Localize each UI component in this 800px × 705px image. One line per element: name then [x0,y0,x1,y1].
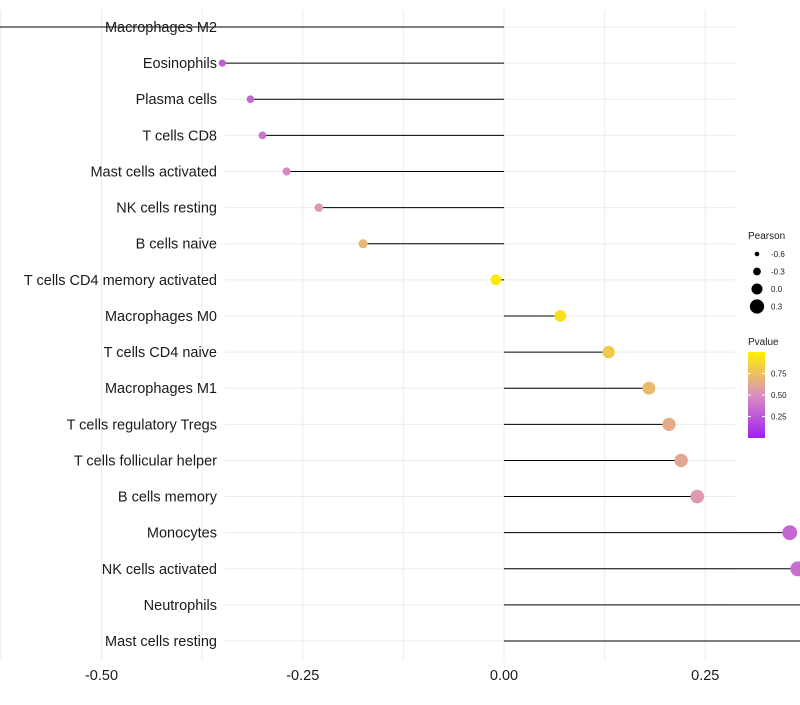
colorbar-label: 0.25 [771,413,787,422]
category-label: Neutrophils [144,598,217,614]
legend-pearson: Pearson -0.6 -0.3 0.0 0.3 [748,231,785,314]
category-label: Mast cells resting [105,634,217,650]
legend-size-label: -0.3 [771,268,785,277]
category-label: T cells CD4 naive [104,345,217,361]
category-label: NK cells activated [102,562,217,578]
lollipop-point [674,453,688,468]
lollipop-point [314,203,324,212]
category-label: Mast cells activated [90,164,217,180]
colorbar-label: 0.75 [771,370,787,379]
legend-size-dot [749,299,765,314]
lollipop-point [490,274,502,286]
lollipop-point [790,561,800,577]
lollipop-point [690,489,705,504]
category-label: T cells regulatory Tregs [67,417,217,433]
x-tick-label: -0.50 [85,668,118,684]
category-label: B cells naive [136,237,217,253]
legend-size-label: -0.6 [771,250,785,259]
legend-size-label: 0.3 [771,303,783,312]
category-label: Eosinophils [143,56,217,72]
x-tick-label: -0.25 [286,668,319,684]
legend-size-dot [751,283,763,295]
lollipop-point [782,525,798,541]
lollipop-point [602,345,615,359]
category-label: Plasma cells [136,92,217,108]
category-label: Macrophages M0 [105,309,217,325]
colorbar-label: 0.50 [771,391,787,400]
legend-pvalue: Pvalue 0.75 0.50 0.25 [748,337,787,438]
category-label: B cells memory [118,490,218,506]
segment-layer [0,26,800,642]
category-label: T cells CD8 [142,128,217,144]
legend-size-dot [754,251,760,257]
category-label: NK cells resting [116,201,217,217]
lollipop-point [662,417,676,431]
legend-size-label: 0.0 [771,285,783,294]
point-layer [218,59,800,577]
category-label: Macrophages M2 [105,20,217,36]
category-label: T cells CD4 memory activated [24,273,217,289]
legend-pearson-title: Pearson [748,231,785,242]
legend-pvalue-title: Pvalue [748,337,779,348]
lollipop-point [246,95,255,104]
lollipop-point [282,167,291,176]
category-label: Macrophages M1 [105,381,217,397]
pvalue-colorbar [748,352,765,438]
category-labels: Macrophages M2 Eosinophils Plasma cells T c… [24,20,218,650]
category-label: T cells follicular helper [74,453,217,469]
lollipop-point [554,310,567,322]
lollipop-point [642,381,656,395]
legend-size-dot [753,267,761,276]
x-tick-label: 0.25 [691,668,719,684]
x-tick-label: 0.00 [490,668,518,684]
x-axis-ticks: -0.50-0.250.000.250.50 [85,668,719,684]
lollipop-point [218,59,226,67]
lollipop-point [358,239,368,249]
lollipop-point [258,131,267,140]
category-label: Monocytes [147,526,217,542]
